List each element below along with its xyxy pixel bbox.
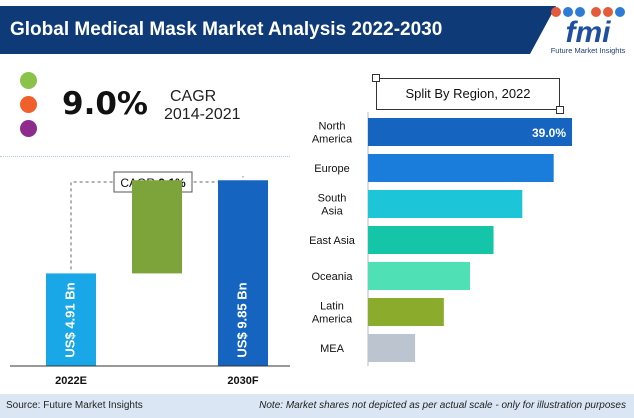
region-bar [368, 262, 470, 290]
x-tick-label: 2022E [55, 375, 87, 387]
legend-dot-orange [20, 96, 37, 113]
box-corner-br [556, 106, 564, 114]
region-label: North [319, 121, 346, 133]
region-bar [368, 118, 572, 146]
cagr-label: CAGR [170, 88, 217, 105]
market-increment-bar [132, 180, 182, 274]
region-title-box: Split By Region, 2022 [372, 74, 564, 114]
legend-dot-purple [20, 120, 37, 137]
legend-dot-green [20, 72, 37, 89]
region-bar [368, 298, 444, 326]
box-corner-tl [372, 74, 380, 82]
region-label: MEA [320, 343, 345, 355]
market-bar-value-label: US$ 4.91 Bn [62, 282, 77, 357]
region-label: East Asia [309, 235, 356, 247]
region-label: Asia [321, 206, 343, 218]
region-chart-title: Split By Region, 2022 [405, 86, 531, 101]
x-tick-label: 2030F [227, 375, 258, 387]
cagr-value: 9.0% [62, 86, 148, 122]
page-title: Global Medical Mask Market Analysis 2022… [10, 19, 443, 40]
market-bar-2022E [46, 273, 96, 366]
cagr-period: 2014-2021 [164, 106, 241, 123]
region-label: Europe [314, 163, 349, 175]
region-label: South [318, 193, 347, 205]
market-bar-2030F [218, 180, 268, 366]
footer: Source: Future Market Insights Note: Mar… [0, 394, 634, 418]
region-data-label: 39.0% [532, 126, 566, 140]
note-text: Note: Market shares not depicted as per … [259, 400, 626, 411]
header: Global Medical Mask Market Analysis 2022… [0, 0, 634, 62]
region-label: America [312, 134, 353, 146]
region-label: Latin [320, 301, 344, 313]
logo-mark: fmi [551, 7, 625, 46]
region-label: Oceania [312, 271, 354, 283]
cagr-bracket [70, 176, 244, 270]
region-bar [368, 226, 494, 254]
source-text: Source: Future Market Insights [6, 400, 143, 411]
region-bar [368, 334, 416, 362]
market-bar-value-label: US$ 9.85 Bn [234, 282, 249, 357]
region-label: America [312, 314, 353, 326]
fmi-logo: fmi Future Market Insights [544, 4, 632, 60]
logo-icons [551, 7, 625, 17]
logo-text: fmi [566, 16, 612, 46]
logo-subtitle: Future Market Insights [550, 46, 626, 55]
region-bar [368, 154, 554, 182]
region-bar [368, 190, 523, 218]
section-divider [0, 156, 290, 157]
